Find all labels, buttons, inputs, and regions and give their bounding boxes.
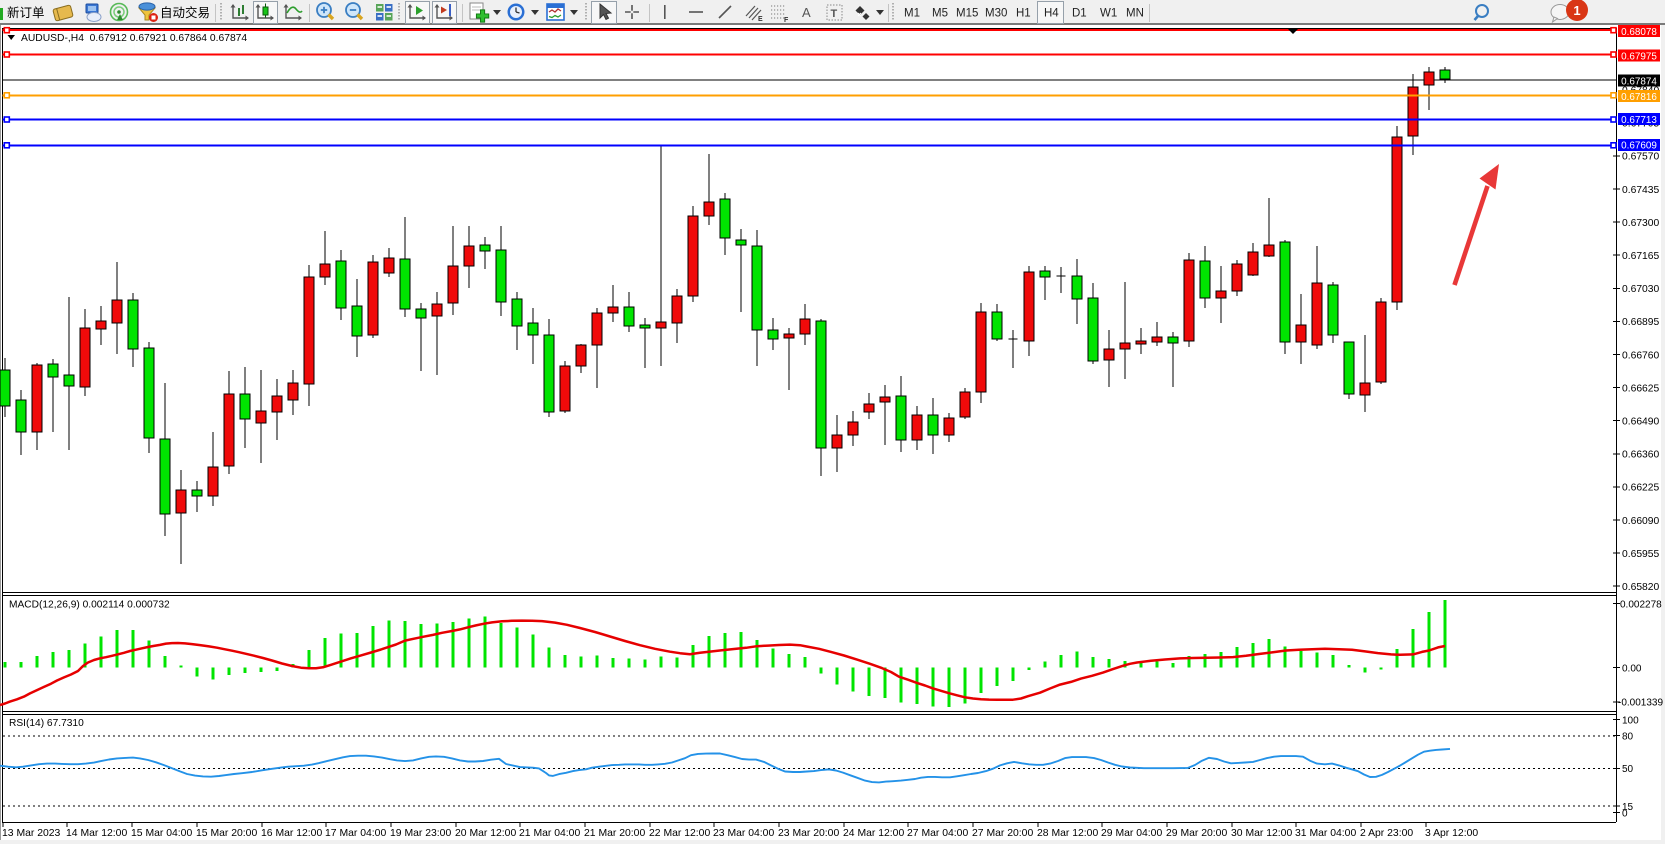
svg-text:0.67570: 0.67570: [1622, 152, 1659, 163]
svg-text:0.67030: 0.67030: [1622, 284, 1659, 295]
svg-text:RSI(14) 67.7310: RSI(14) 67.7310: [9, 718, 84, 729]
svg-text:100: 100: [1622, 715, 1639, 726]
svg-text:0.68078: 0.68078: [1621, 27, 1657, 38]
svg-text:0.67435: 0.67435: [1622, 185, 1659, 196]
svg-text:23 Mar 20:00: 23 Mar 20:00: [778, 828, 839, 839]
svg-text:A: A: [802, 5, 811, 20]
svg-text:T: T: [831, 8, 838, 20]
svg-text:0.66090: 0.66090: [1622, 516, 1659, 527]
svg-text:15 Mar 20:00: 15 Mar 20:00: [196, 828, 257, 839]
svg-text:0.66360: 0.66360: [1622, 450, 1659, 461]
svg-text:50: 50: [1622, 764, 1634, 775]
svg-text:19 Mar 23:00: 19 Mar 23:00: [390, 828, 451, 839]
svg-text:0.65955: 0.65955: [1622, 549, 1659, 560]
svg-text:AUDUSD-,H4 0.67912 0.67921 0.: AUDUSD-,H4 0.67912 0.67921 0.67864 0.678…: [21, 33, 247, 44]
svg-text:新订单: 新订单: [7, 5, 45, 20]
svg-text:31 Mar 04:00: 31 Mar 04:00: [1295, 828, 1356, 839]
svg-text:15: 15: [1622, 802, 1634, 813]
svg-text:M1: M1: [904, 8, 920, 20]
svg-text:0.67816: 0.67816: [1621, 92, 1657, 103]
svg-text:MN: MN: [1126, 8, 1144, 20]
svg-text:0.67609: 0.67609: [1621, 141, 1657, 152]
svg-text:M5: M5: [932, 8, 948, 20]
svg-text:MACD(12,26,9) 0.002114 0.00073: MACD(12,26,9) 0.002114 0.000732: [9, 600, 170, 611]
svg-text:21 Mar 04:00: 21 Mar 04:00: [519, 828, 580, 839]
svg-text:3 Apr 12:00: 3 Apr 12:00: [1425, 828, 1478, 839]
svg-text:20 Mar 12:00: 20 Mar 12:00: [455, 828, 516, 839]
svg-text:F: F: [784, 17, 789, 24]
svg-text:21 Mar 20:00: 21 Mar 20:00: [584, 828, 645, 839]
svg-text:-0.001339: -0.001339: [1618, 698, 1663, 709]
svg-text:14 Mar 12:00: 14 Mar 12:00: [66, 828, 127, 839]
svg-text:2 Apr 23:00: 2 Apr 23:00: [1360, 828, 1413, 839]
svg-text:28 Mar 12:00: 28 Mar 12:00: [1037, 828, 1098, 839]
svg-text:0.67713: 0.67713: [1621, 115, 1657, 126]
svg-text:80: 80: [1622, 731, 1634, 742]
svg-text:W1: W1: [1100, 8, 1117, 20]
svg-text:0.66225: 0.66225: [1622, 483, 1659, 494]
svg-text:24 Mar 12:00: 24 Mar 12:00: [843, 828, 904, 839]
svg-text:0.66625: 0.66625: [1622, 383, 1659, 394]
svg-text:16 Mar 12:00: 16 Mar 12:00: [261, 828, 322, 839]
svg-text:D1: D1: [1072, 8, 1087, 20]
svg-text:0.67165: 0.67165: [1622, 251, 1659, 262]
svg-text:H4: H4: [1044, 8, 1059, 20]
svg-text:0.67975: 0.67975: [1621, 51, 1657, 62]
svg-text:27 Mar 04:00: 27 Mar 04:00: [907, 828, 968, 839]
svg-text:0.66490: 0.66490: [1622, 417, 1659, 428]
svg-text:29 Mar 04:00: 29 Mar 04:00: [1101, 828, 1162, 839]
svg-text:23 Mar 04:00: 23 Mar 04:00: [713, 828, 774, 839]
svg-text:0.002278: 0.002278: [1620, 599, 1662, 610]
svg-text:0.65820: 0.65820: [1622, 582, 1659, 593]
svg-text:0.66760: 0.66760: [1622, 350, 1659, 361]
svg-text:0.00: 0.00: [1622, 663, 1642, 674]
svg-text:13 Mar 2023: 13 Mar 2023: [2, 828, 61, 839]
svg-text:自动交易: 自动交易: [160, 5, 210, 20]
svg-text:H1: H1: [1016, 8, 1031, 20]
svg-text:15 Mar 04:00: 15 Mar 04:00: [131, 828, 192, 839]
svg-text:27 Mar 20:00: 27 Mar 20:00: [972, 828, 1033, 839]
svg-text:0.66895: 0.66895: [1622, 317, 1659, 328]
svg-text:1: 1: [1573, 3, 1580, 18]
svg-text:0: 0: [1622, 808, 1628, 819]
svg-text:0.67874: 0.67874: [1621, 76, 1657, 87]
svg-text:E: E: [758, 16, 763, 23]
svg-text:M30: M30: [985, 8, 1007, 20]
svg-text:29 Mar 20:00: 29 Mar 20:00: [1166, 828, 1227, 839]
svg-text:30 Mar 12:00: 30 Mar 12:00: [1231, 828, 1292, 839]
svg-text:22 Mar 12:00: 22 Mar 12:00: [649, 828, 710, 839]
svg-text:M15: M15: [956, 8, 978, 20]
svg-text:17 Mar 04:00: 17 Mar 04:00: [325, 828, 386, 839]
svg-text:0.67300: 0.67300: [1622, 218, 1659, 229]
